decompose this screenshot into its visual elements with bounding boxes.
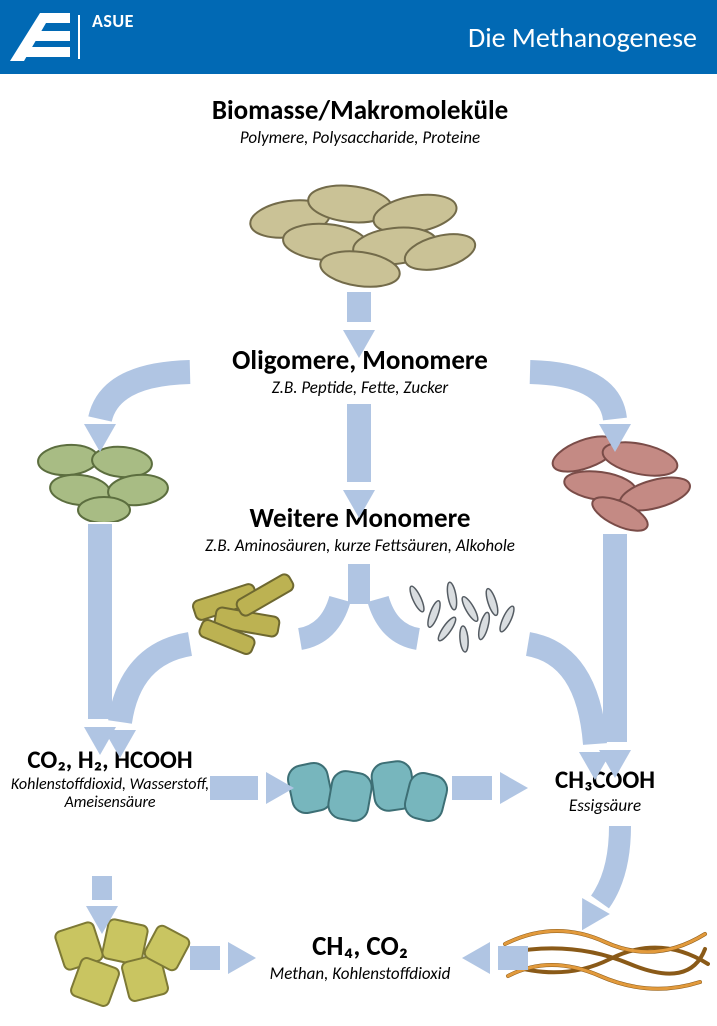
logo-divider [78,15,80,59]
page-title: Die Methanogenese [468,20,697,55]
diagram-canvas: Biomasse/Makromoleküle Polymere, Polysac… [0,74,717,1026]
asue-logo-icon [10,13,70,61]
header-bar: ASUE Die Methanogenese [0,0,717,74]
brand-logo: ASUE [10,0,134,74]
flow-arrows [0,74,717,1026]
brand-name: ASUE [92,10,134,32]
